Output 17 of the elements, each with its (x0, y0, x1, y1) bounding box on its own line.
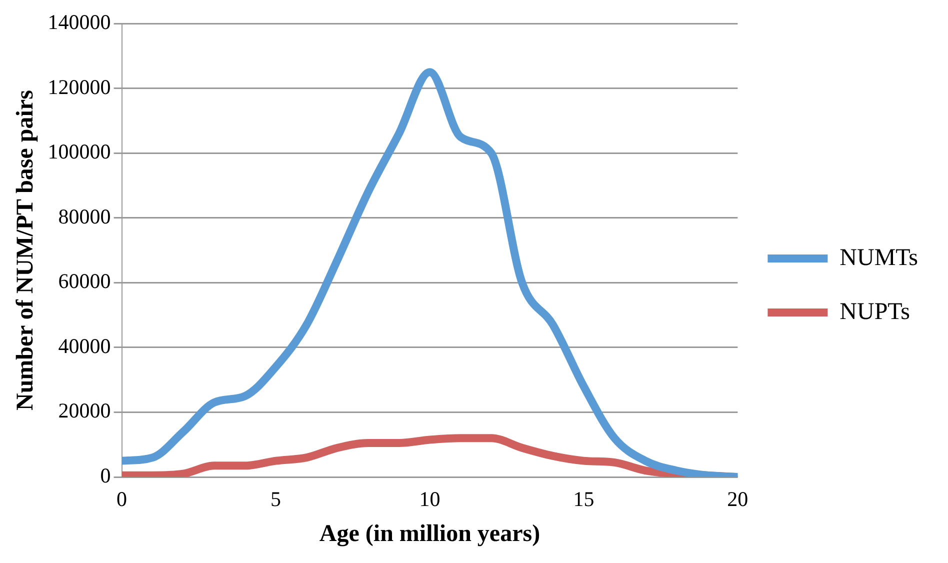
x-tick-label: 10 (419, 487, 440, 512)
x-tick-label: 20 (727, 487, 748, 512)
legend-label: NUMTs (840, 244, 918, 271)
y-tick-label: 60000 (58, 269, 111, 294)
x-tick-label: 15 (573, 487, 594, 512)
y-tick-label: 20000 (58, 398, 111, 423)
x-tick-label: 0 (116, 487, 128, 512)
y-tick-label: 40000 (58, 334, 111, 358)
legend-label: NUPTs (840, 298, 910, 325)
y-tick-label: 80000 (58, 204, 111, 228)
y-tick-label: 120000 (48, 74, 111, 99)
x-tick-label: 5 (270, 487, 282, 512)
y-axis-title: Number of NUM/PT base pairs (12, 90, 39, 411)
y-tick-label: 0 (100, 464, 111, 488)
y-tick-label: 140000 (48, 10, 111, 34)
y-tick-label: 100000 (48, 140, 111, 164)
x-axis-title: Age (in million years) (319, 520, 540, 547)
